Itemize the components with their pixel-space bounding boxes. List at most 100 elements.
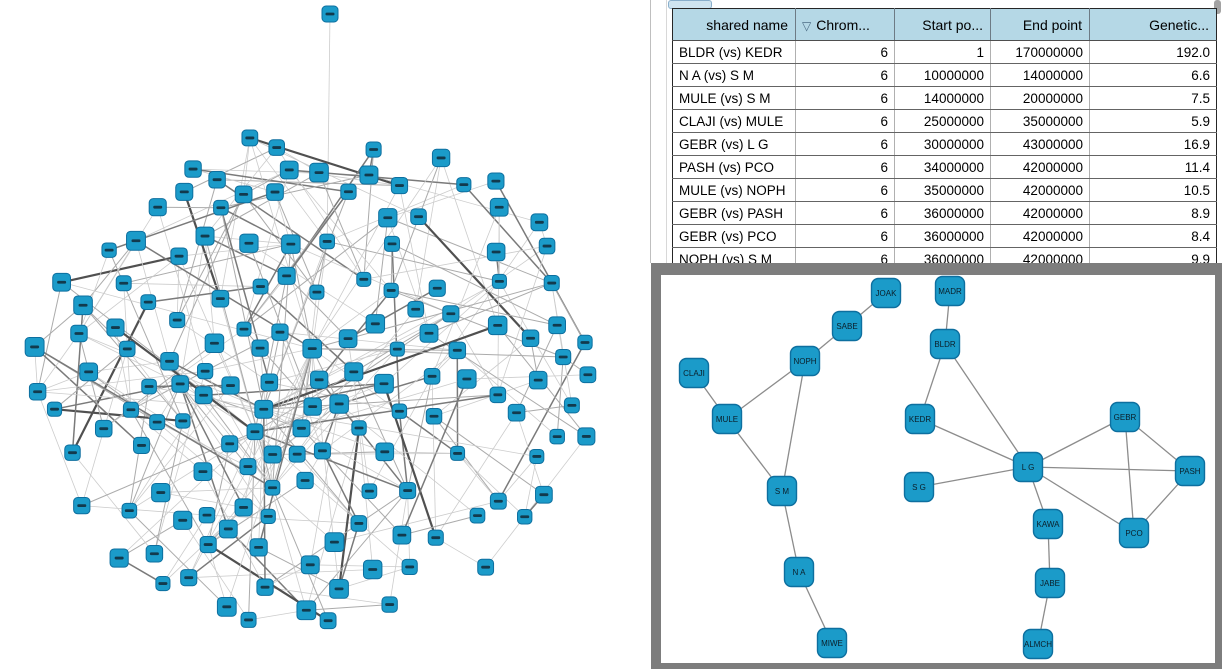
- network-node[interactable]: [535, 485, 553, 504]
- network-node[interactable]: [141, 378, 157, 395]
- table-cell[interactable]: 42000000: [990, 224, 1090, 248]
- table-cell[interactable]: CLAJI (vs) MULE: [672, 109, 796, 133]
- network-node[interactable]: [256, 578, 274, 596]
- network-node[interactable]: [73, 295, 93, 316]
- network-edge[interactable]: [78, 240, 137, 334]
- network-edge[interactable]: [248, 242, 376, 325]
- network-edge[interactable]: [157, 207, 206, 372]
- network-node[interactable]: [140, 294, 157, 310]
- network-edge[interactable]: [220, 207, 265, 410]
- table-cell[interactable]: 16.9: [1089, 132, 1217, 156]
- network-node[interactable]: [401, 558, 418, 576]
- network-edge[interactable]: [497, 342, 586, 502]
- table-cell[interactable]: 6: [795, 132, 895, 156]
- network-edge[interactable]: [415, 157, 442, 310]
- column-header[interactable]: ▽ Chrom...: [795, 8, 895, 41]
- network-node[interactable]: [211, 289, 230, 308]
- network-edge[interactable]: [433, 415, 545, 496]
- network-node[interactable]: [309, 162, 329, 183]
- network-edge[interactable]: [37, 282, 63, 392]
- network-edge[interactable]: [179, 383, 249, 467]
- network-edge[interactable]: [312, 348, 458, 351]
- network-node[interactable]: [169, 312, 186, 329]
- network-edge[interactable]: [1027, 466, 1135, 534]
- network-edge[interactable]: [309, 403, 340, 565]
- network-edge[interactable]: [387, 180, 497, 219]
- network-node[interactable]: [310, 370, 329, 389]
- network-edge[interactable]: [457, 453, 525, 518]
- network-edge[interactable]: [286, 275, 349, 340]
- network-node[interactable]: [549, 428, 565, 445]
- network-node[interactable]: [133, 436, 151, 454]
- table-cell[interactable]: 10000000: [894, 63, 991, 87]
- network-node[interactable]: [548, 316, 566, 335]
- network-node[interactable]: [234, 185, 253, 204]
- network-edge[interactable]: [433, 337, 531, 417]
- network-edge[interactable]: [398, 411, 409, 491]
- network-node[interactable]: [423, 368, 441, 385]
- network-node[interactable]: [251, 339, 269, 357]
- network-edge[interactable]: [407, 376, 433, 491]
- network-edge[interactable]: [243, 217, 389, 330]
- network-node[interactable]: N A: [783, 556, 815, 588]
- network-node[interactable]: [389, 341, 405, 357]
- table-row[interactable]: GEBR (vs) PASH 6 36000000 42000000 8.9: [672, 201, 1217, 225]
- network-edge[interactable]: [338, 523, 360, 590]
- network-node[interactable]: [109, 548, 129, 568]
- network-edge[interactable]: [123, 243, 291, 284]
- network-node[interactable]: [239, 233, 259, 253]
- network-node[interactable]: [529, 448, 545, 464]
- network-edge[interactable]: [129, 385, 231, 511]
- network-edge[interactable]: [179, 383, 245, 508]
- network-edge[interactable]: [337, 427, 361, 589]
- network-node[interactable]: [216, 596, 237, 617]
- network-edge[interactable]: [387, 217, 552, 284]
- network-edge[interactable]: [286, 191, 350, 277]
- network-node[interactable]: [378, 208, 398, 228]
- network-node[interactable]: [329, 578, 349, 599]
- network-node[interactable]: [240, 611, 257, 628]
- network-edge[interactable]: [363, 245, 548, 280]
- network-edge[interactable]: [263, 382, 385, 411]
- network-node[interactable]: [431, 148, 451, 168]
- subnetwork-canvas[interactable]: JOAK MADR SABE BLDR NOPH CLAJI KEDR MULE GEBR L G…: [661, 275, 1215, 663]
- network-node[interactable]: [73, 497, 91, 515]
- network-edge[interactable]: [369, 376, 433, 492]
- network-edge[interactable]: [272, 348, 313, 488]
- network-node[interactable]: [530, 213, 549, 232]
- network-node[interactable]: [362, 559, 383, 580]
- network-edge[interactable]: [130, 409, 209, 545]
- network-node[interactable]: [199, 536, 217, 554]
- network-edge[interactable]: [263, 191, 349, 410]
- table-cell[interactable]: 20000000: [990, 86, 1090, 110]
- network-edge[interactable]: [919, 418, 1029, 468]
- network-node[interactable]: [427, 529, 444, 546]
- network-edge[interactable]: [37, 391, 264, 410]
- network-edge[interactable]: [169, 360, 265, 410]
- table-row[interactable]: PASH (vs) PCO 6 34000000 42000000 11.4: [672, 155, 1217, 179]
- network-edge[interactable]: [179, 243, 291, 257]
- table-cell[interactable]: 14000000: [990, 63, 1090, 87]
- network-node[interactable]: [391, 403, 408, 419]
- table-cell[interactable]: MULE (vs) NOPH: [672, 178, 796, 202]
- network-edge[interactable]: [272, 487, 329, 621]
- network-node[interactable]: [456, 177, 472, 193]
- network-edge[interactable]: [374, 217, 389, 324]
- network-edge[interactable]: [384, 451, 458, 454]
- network-edge[interactable]: [279, 331, 458, 351]
- network-edge[interactable]: [34, 346, 143, 446]
- network-edge[interactable]: [263, 408, 385, 453]
- network-node[interactable]: [487, 315, 508, 336]
- network-node[interactable]: [70, 324, 88, 343]
- table-cell[interactable]: 6.6: [1089, 63, 1217, 87]
- network-edge[interactable]: [205, 348, 313, 372]
- network-edge[interactable]: [312, 348, 564, 358]
- network-edge[interactable]: [78, 250, 110, 334]
- network-node[interactable]: MULE: [711, 403, 743, 435]
- network-node[interactable]: [221, 376, 240, 395]
- network-node[interactable]: [260, 508, 276, 524]
- network-node[interactable]: [208, 170, 226, 189]
- network-edge[interactable]: [401, 515, 478, 536]
- network-edge[interactable]: [272, 487, 335, 543]
- network-edge[interactable]: [217, 179, 400, 187]
